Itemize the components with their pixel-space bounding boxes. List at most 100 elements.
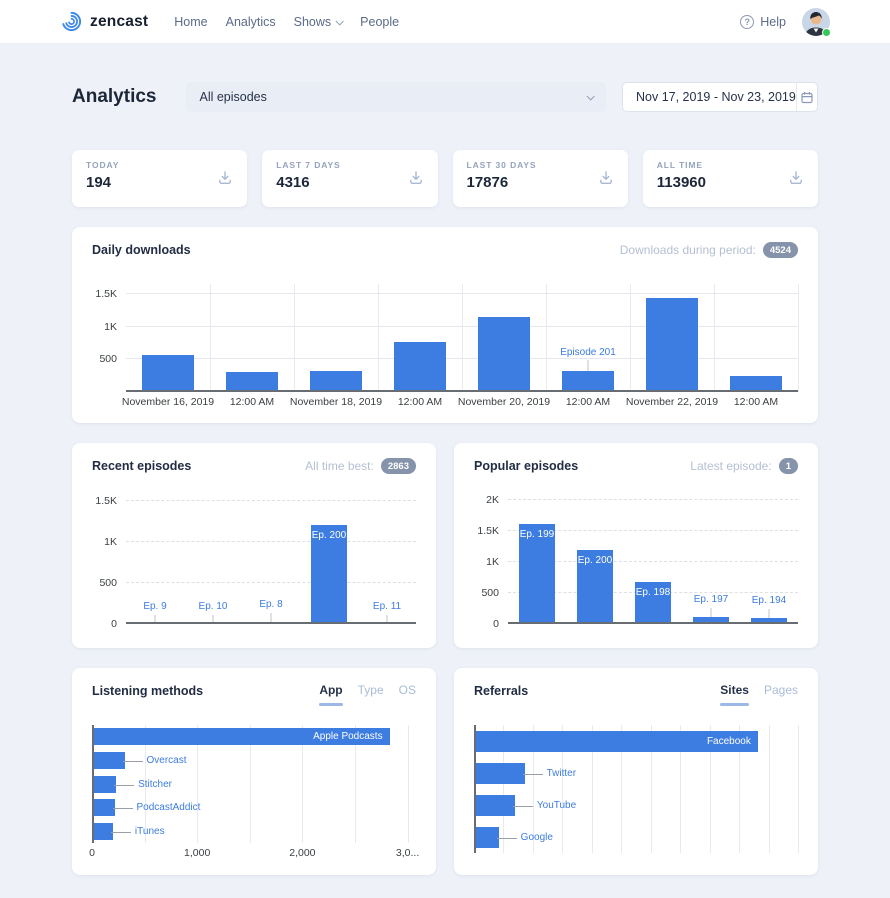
card-title: Daily downloads — [92, 243, 191, 257]
download-button[interactable] — [596, 167, 616, 190]
bar-label: Ep. 194 — [751, 595, 787, 606]
chart-bar[interactable] — [729, 376, 783, 392]
gridline — [562, 725, 564, 853]
axis-tick: 2,000 — [289, 847, 316, 859]
download-button[interactable] — [406, 167, 426, 190]
tab-app[interactable]: App — [319, 683, 343, 706]
recent-episodes-chart: 0 500 1K 1.5K Ep. 9 Ep. 10 Ep. 8 Ep. 200 Ep. 11 — [72, 482, 436, 648]
label-connector — [710, 608, 712, 617]
axis-tick: 1.5K — [477, 525, 499, 538]
nav-shows[interactable]: Shows — [293, 14, 345, 29]
tab-pages[interactable]: Pages — [763, 683, 798, 697]
axis-tick: November 18, 2019 — [289, 396, 383, 408]
meta-label: All time best: — [305, 459, 374, 473]
chart-bar[interactable] — [225, 372, 279, 392]
chart-bar[interactable] — [476, 827, 499, 848]
gridline — [680, 725, 682, 853]
gridline — [798, 725, 799, 853]
axis-tick: 1K — [104, 320, 117, 333]
chart-bar[interactable] — [519, 524, 555, 624]
stat-card-all-time: ALL TIME 113960 — [642, 150, 818, 207]
chart-bar[interactable] — [311, 525, 347, 624]
axis-tick: 12:00 AM — [565, 396, 611, 408]
gridline — [630, 284, 631, 392]
stat-value: 17876 — [466, 174, 509, 191]
chevron-down-icon — [335, 16, 345, 26]
label-connector — [496, 837, 517, 839]
chart-bar[interactable] — [476, 795, 515, 816]
y-axis: 0 500 1K 1.5K 2K — [474, 494, 508, 630]
listening-methods-chart: Apple Podcasts Overcast Stitcher PodcastAdd… — [72, 707, 436, 873]
chart-bar[interactable] — [751, 618, 787, 624]
daily-downloads-chart: 500 1K 1.5K Episode 201 November 16, 2019 12:… — [72, 266, 818, 423]
bar-label: PodcastAddict — [136, 802, 201, 813]
episode-filter-select[interactable]: All episodes — [186, 82, 606, 112]
stat-value: 4316 — [276, 174, 310, 191]
help-link[interactable]: ? Help — [740, 14, 786, 29]
bar-label: Facebook — [706, 736, 751, 747]
chart-bar[interactable] — [476, 731, 758, 752]
chart-bar[interactable] — [94, 752, 125, 769]
card-title: Recent episodes — [92, 459, 192, 473]
chevron-down-icon — [586, 92, 595, 101]
axis-tick: 1,000 — [184, 847, 211, 859]
nav-shows-label: Shows — [293, 14, 332, 29]
chart-bar[interactable] — [94, 799, 115, 816]
referrals-card: Referrals Sites Pages Facebook Twitter You… — [454, 668, 818, 875]
chart-bar[interactable] — [693, 617, 729, 624]
y-axis: 500 1K 1.5K — [92, 284, 126, 392]
chart-bar[interactable] — [635, 582, 671, 624]
stat-label: LAST 7 DAYS — [276, 160, 341, 170]
chart-bar[interactable] — [393, 342, 447, 392]
label-connector — [522, 773, 543, 775]
label-connector — [212, 615, 214, 624]
axis-tick: 500 — [99, 353, 117, 366]
calendar-button[interactable] — [795, 83, 817, 111]
axis-tick: 3,0... — [395, 847, 420, 859]
nav-analytics[interactable]: Analytics — [225, 14, 276, 29]
plot-area: Apple Podcasts Overcast Stitcher PodcastAdd… — [92, 725, 416, 843]
latest-episode-badge: 1 — [778, 458, 798, 474]
calendar-icon — [801, 91, 813, 103]
axis-tick: 12:00 AM — [733, 396, 779, 408]
referrals-chart: Facebook Twitter YouTube Google — [454, 707, 818, 875]
user-avatar[interactable] — [802, 7, 831, 37]
gridline — [650, 725, 652, 853]
daily-downloads-card: Daily downloads Downloads during period:… — [72, 227, 818, 423]
card-title: Listening methods — [92, 684, 204, 698]
chart-bar[interactable] — [577, 550, 613, 624]
listening-methods-tabs: App Type OS — [319, 683, 416, 706]
tab-type[interactable]: Type — [357, 683, 384, 697]
nav-people[interactable]: People — [360, 14, 400, 29]
gridline — [709, 725, 711, 853]
chart-bar[interactable] — [645, 298, 699, 392]
axis-tick: 1.5K — [95, 287, 117, 300]
question-mark-icon: ? — [740, 14, 755, 29]
chart-bar[interactable] — [94, 728, 390, 745]
chart-bar[interactable] — [309, 371, 363, 392]
date-range-picker[interactable]: Nov 17, 2019 - Nov 23, 2019 — [622, 82, 818, 112]
axis-tick: November 22, 2019 — [625, 396, 719, 408]
axis-tick: 1K — [486, 556, 499, 569]
gridline — [591, 725, 593, 853]
nav-home[interactable]: Home — [174, 14, 208, 29]
logo[interactable]: zencast — [60, 10, 148, 33]
bar-label: Ep. 197 — [693, 594, 729, 605]
download-button[interactable] — [786, 167, 806, 190]
chart-bar[interactable] — [94, 823, 113, 840]
gridline — [714, 284, 715, 392]
chart-bar[interactable] — [477, 317, 531, 392]
bar-label: Ep. 198 — [635, 587, 671, 598]
episode-filter-value: All episodes — [199, 90, 267, 104]
label-connector — [768, 609, 770, 618]
tab-sites[interactable]: Sites — [720, 683, 749, 706]
chart-bar[interactable] — [94, 776, 117, 793]
tab-os[interactable]: OS — [398, 683, 416, 697]
stat-card-last-7-days: LAST 7 DAYS 4316 — [262, 150, 438, 207]
stat-card-last-30-days: LAST 30 DAYS 17876 — [452, 150, 628, 207]
download-button[interactable] — [215, 167, 235, 190]
chart-bar[interactable] — [476, 763, 525, 784]
chart-bar[interactable] — [561, 371, 615, 392]
gridline — [126, 499, 416, 501]
chart-bar[interactable] — [141, 355, 195, 392]
